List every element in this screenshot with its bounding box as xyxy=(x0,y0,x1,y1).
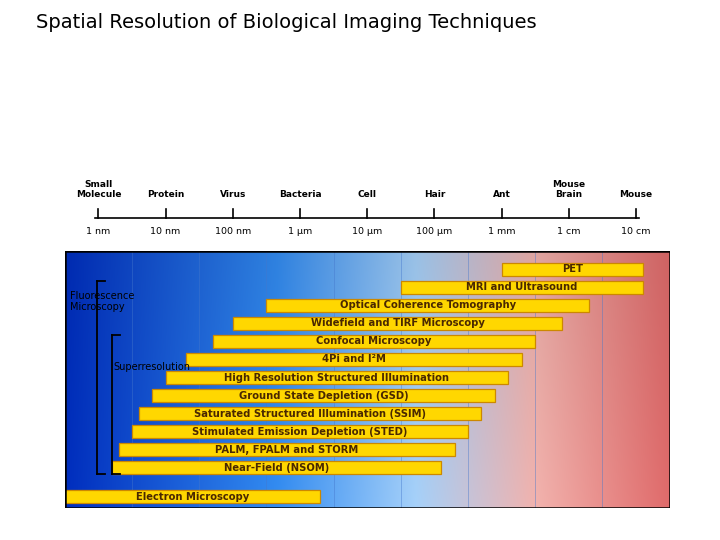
Text: High Resolution Structured Illumination: High Resolution Structured Illumination xyxy=(225,373,449,382)
Bar xyxy=(65,490,320,503)
Bar xyxy=(212,335,535,348)
Text: 100 nm: 100 nm xyxy=(215,227,251,236)
Text: Cell: Cell xyxy=(358,190,377,199)
Text: Optical Coherence Tomography: Optical Coherence Tomography xyxy=(340,300,516,310)
Bar xyxy=(266,299,589,312)
Text: 4Pi and I²M: 4Pi and I²M xyxy=(322,354,386,364)
Text: Electron Microscopy: Electron Microscopy xyxy=(136,492,249,502)
Text: Widefield and TIRF Microscopy: Widefield and TIRF Microscopy xyxy=(310,319,485,328)
Text: Near-Field (NSOM): Near-Field (NSOM) xyxy=(224,463,329,473)
Text: Small
Molecule: Small Molecule xyxy=(76,180,121,199)
Text: 1 cm: 1 cm xyxy=(557,227,580,236)
Text: Spatial Resolution of Biological Imaging Techniques: Spatial Resolution of Biological Imaging… xyxy=(36,14,536,32)
Text: Hair: Hair xyxy=(423,190,445,199)
Text: Fluorescence
Microscopy: Fluorescence Microscopy xyxy=(70,291,135,312)
Bar xyxy=(186,353,522,366)
Bar xyxy=(401,281,643,294)
Text: Protein: Protein xyxy=(147,190,184,199)
Text: Stimulated Emission Depletion (STED): Stimulated Emission Depletion (STED) xyxy=(192,427,408,437)
Bar xyxy=(233,317,562,330)
Text: PALM, FPALM and STORM: PALM, FPALM and STORM xyxy=(215,445,358,455)
Text: 10 nm: 10 nm xyxy=(150,227,181,236)
Text: Bacteria: Bacteria xyxy=(279,190,321,199)
Text: Ground State Depletion (GSD): Ground State Depletion (GSD) xyxy=(239,390,408,401)
Text: 1 μm: 1 μm xyxy=(288,227,312,236)
Text: Confocal Microscopy: Confocal Microscopy xyxy=(316,336,431,347)
Text: MRI and Ultrasound: MRI and Ultrasound xyxy=(466,282,577,292)
Text: 100 μm: 100 μm xyxy=(416,227,453,236)
Text: 10 cm: 10 cm xyxy=(621,227,651,236)
Text: 1 nm: 1 nm xyxy=(86,227,111,236)
Text: Ant: Ant xyxy=(492,190,510,199)
Text: 1 mm: 1 mm xyxy=(488,227,516,236)
Bar xyxy=(502,262,643,275)
Bar xyxy=(112,461,441,474)
Text: 10 μm: 10 μm xyxy=(352,227,382,236)
Text: Mouse: Mouse xyxy=(619,190,652,199)
Bar xyxy=(119,443,454,456)
Text: Saturated Structured Illumination (SSIM): Saturated Structured Illumination (SSIM) xyxy=(194,409,426,419)
Bar xyxy=(132,425,468,438)
Text: Virus: Virus xyxy=(220,190,246,199)
Bar xyxy=(152,389,495,402)
Text: Superresolution: Superresolution xyxy=(113,362,190,372)
Text: Mouse
Brain: Mouse Brain xyxy=(552,180,585,199)
Bar xyxy=(166,371,508,384)
Bar xyxy=(139,407,482,420)
Text: PET: PET xyxy=(562,264,582,274)
